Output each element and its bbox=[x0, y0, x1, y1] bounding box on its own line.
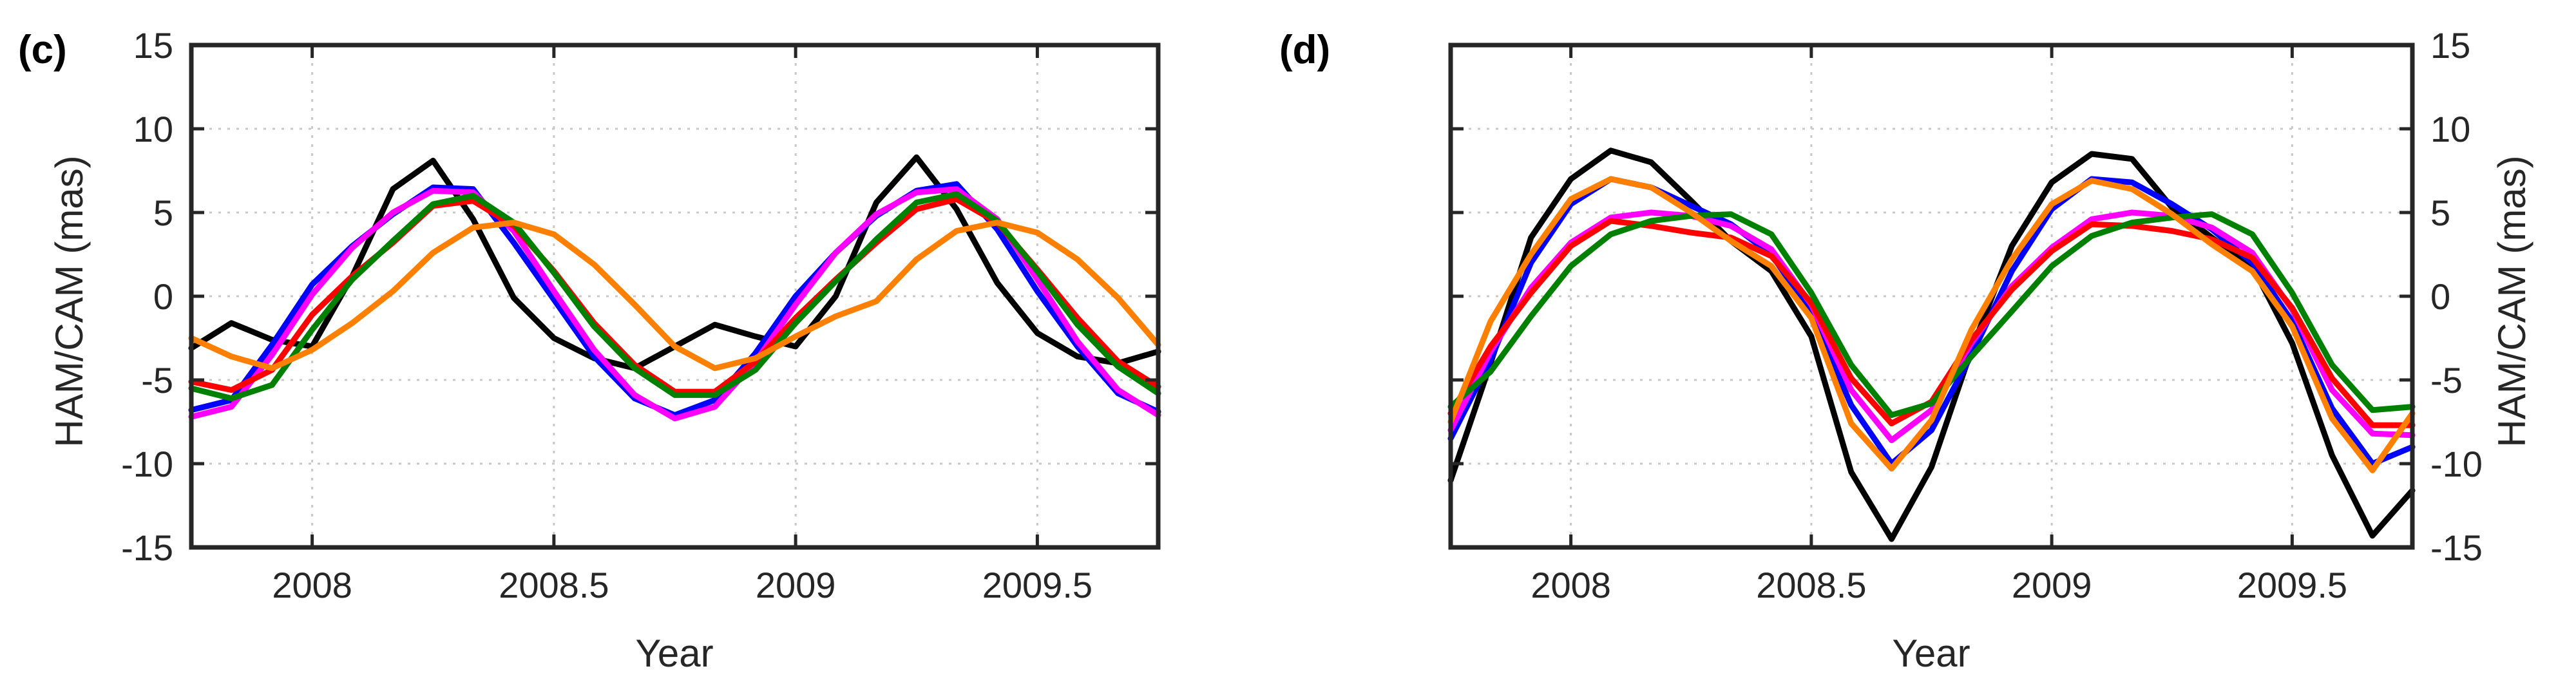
x-tick-label: 2009.5 bbox=[982, 565, 1092, 605]
panel-d: (d) 2008 2008.5 2009 2009.5 -15 -10 -5 0 5 10 15 Y… bbox=[1279, 25, 2533, 675]
x-tick-label: 2009 bbox=[756, 565, 836, 605]
y-axis-label: HAM/CAM (mas) bbox=[48, 155, 91, 447]
y-tick-label: -15 bbox=[121, 527, 173, 568]
y-tick-label: -15 bbox=[2430, 527, 2483, 568]
y-axis-label: HAM/CAM (mas) bbox=[2490, 155, 2533, 447]
panel-label: (c) bbox=[18, 28, 67, 72]
series-line-magenta bbox=[1447, 209, 2416, 444]
tick-layer: 2008 2008.5 2009 2009.5 -15 -10 -5 0 5 10 15 bbox=[1451, 25, 2483, 605]
x-tick-label: 2008.5 bbox=[499, 565, 609, 605]
y-tick-label: 10 bbox=[133, 109, 173, 149]
panel-c: (c) 2008 2008.5 2009 2009.5 -15 -10 -5 0 5 10 15 Y… bbox=[18, 25, 1161, 675]
y-tick-label: 5 bbox=[2430, 193, 2450, 233]
grid bbox=[191, 45, 1158, 547]
y-tick-label: -10 bbox=[2430, 444, 2483, 484]
series-line-green bbox=[1447, 211, 2416, 419]
x-axis-label: Year bbox=[635, 632, 713, 675]
y-tick-label: 10 bbox=[2430, 109, 2470, 149]
x-axis-label: Year bbox=[1892, 632, 1970, 675]
series-line-orange bbox=[188, 220, 1161, 372]
tick-layer: 2008 2008.5 2009 2009.5 -15 -10 -5 0 5 10 15 bbox=[121, 25, 1158, 605]
y-tick-label: -5 bbox=[2430, 360, 2463, 401]
panel-label: (d) bbox=[1279, 28, 1330, 72]
series-line-orange bbox=[1447, 176, 2416, 473]
x-tick-label: 2008 bbox=[1531, 565, 1611, 605]
x-tick-label: 2009 bbox=[2012, 565, 2092, 605]
y-tick-label: 15 bbox=[133, 25, 173, 66]
x-tick-label: 2009.5 bbox=[2237, 565, 2347, 605]
y-tick-label: 15 bbox=[2430, 25, 2470, 66]
y-tick-label: 0 bbox=[2430, 276, 2450, 317]
y-tick-label: -5 bbox=[141, 360, 173, 401]
series-layer bbox=[188, 154, 1161, 422]
y-tick-label: -10 bbox=[121, 444, 173, 484]
x-tick-label: 2008.5 bbox=[1756, 565, 1866, 605]
grid bbox=[1451, 45, 2412, 547]
x-tick-label: 2008 bbox=[272, 565, 352, 605]
series-layer bbox=[1447, 147, 2416, 542]
y-tick-label: 0 bbox=[153, 276, 173, 317]
y-tick-label: 5 bbox=[153, 193, 173, 233]
